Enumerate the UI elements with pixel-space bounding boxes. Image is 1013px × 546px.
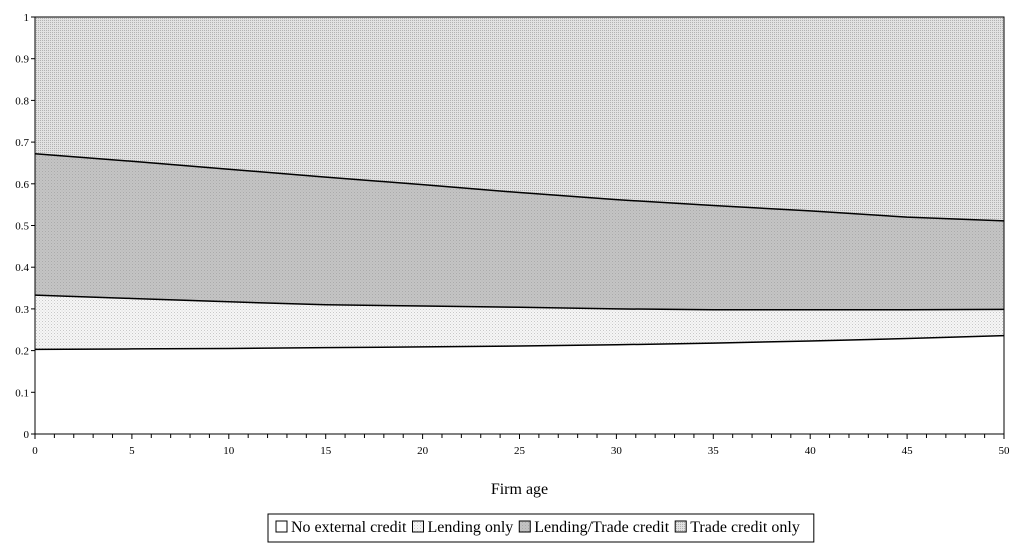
y-tick-label: 1 [24,12,30,24]
x-tick-label: 10 [223,445,235,457]
series-boundary-lines [34,153,1005,351]
x-axis-title: Firm age [491,481,548,498]
area-trade-credit-only [35,17,1004,221]
legend-box [267,513,815,543]
y-tick-label: 0.7 [15,137,29,149]
x-tick-label: 5 [129,445,135,457]
boundary-line-lending-trade-credit [34,153,1005,222]
y-tick-label: 0.2 [15,346,29,358]
x-tick-label: 0 [32,445,38,457]
boundary-line-lending-only [34,294,1005,311]
x-tick-label: 45 [902,445,914,457]
legend-swatch [275,520,288,533]
legend-swatch [518,520,531,533]
y-axis: 0 0.1 0.2 0.3 0.4 0.5 0.6 0.7 0.8 0.9 1 [15,12,35,441]
y-tick-label: 0.1 [15,387,29,399]
y-tick-label: 0.3 [15,304,29,316]
legend-item-lending-only: Lending only [412,519,514,536]
x-axis: 0 5 10 15 20 25 30 35 40 45 50 [32,434,1010,457]
y-tick-label: 0.8 [15,95,29,107]
x-tick-label: 15 [320,445,332,457]
area-lending-trade-credit [35,153,1004,310]
legend-swatch [412,520,424,533]
boundary-line-no-external-credit [34,334,1005,351]
x-tick-label: 40 [805,445,817,457]
y-tick-label: 0.4 [15,262,29,274]
legend-label: No external credit [291,519,407,536]
y-tick-label: 0.9 [15,54,29,66]
x-tick-label: 35 [708,445,720,457]
x-tick-label: 50 [999,445,1011,457]
x-tick-label: 30 [611,445,623,457]
legend: No external credit Lending only Lending/Tr… [267,513,815,543]
x-tick-label: 20 [417,445,429,457]
y-tick-label: 0.6 [15,179,29,191]
legend-label: Trade credit only [690,519,800,536]
y-tick-label: 0 [24,429,30,441]
legend-label: Lending/Trade credit [534,519,669,536]
legend-item-trade-credit-only: Trade credit only [674,519,800,536]
legend-item-no-external-credit: No external credit [275,519,407,536]
y-tick-label: 0.5 [15,221,29,233]
area-no-external-credit [35,335,1004,434]
area-lending-only [35,295,1004,350]
area-layers [35,17,1004,434]
x-tick-label: 25 [514,445,526,457]
legend-item-lending-trade-credit: Lending/Trade credit [518,519,670,536]
legend-swatch [674,520,687,533]
legend-label: Lending only [428,519,514,536]
